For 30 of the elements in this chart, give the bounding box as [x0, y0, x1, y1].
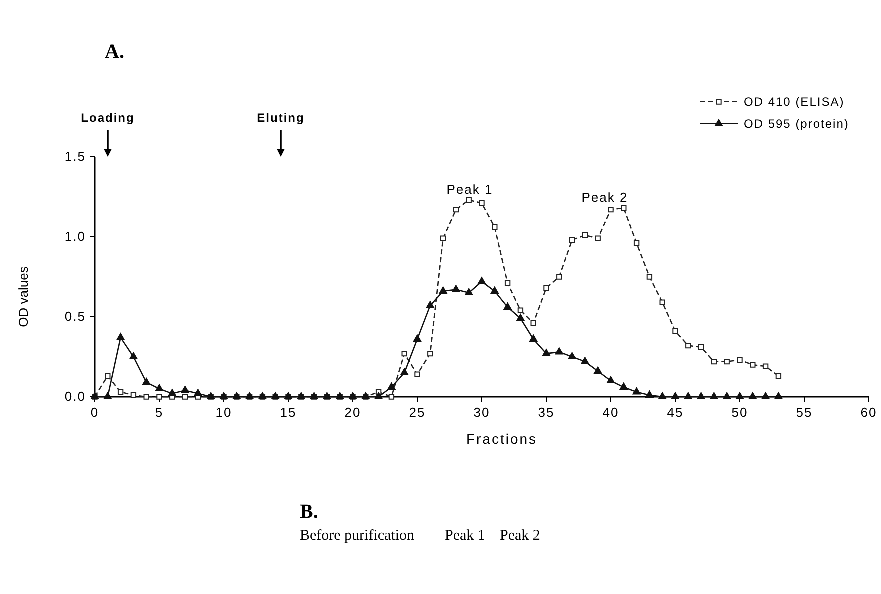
x-tick-label: 25 — [409, 405, 426, 420]
x-tick-label: 55 — [796, 405, 813, 420]
text: B. — [300, 501, 318, 523]
x-tick-label: 30 — [474, 405, 490, 420]
legend-label: OD 410 (ELISA) — [744, 95, 845, 109]
text: Peak 1 — [445, 528, 486, 544]
annotation: Peak 2 — [582, 190, 628, 205]
x-tick-label: 50 — [732, 405, 748, 420]
y-tick-label: 1.5 — [64, 149, 86, 164]
x-tick-label: 15 — [280, 405, 297, 420]
x-tick-label: 45 — [667, 405, 684, 420]
x-axis-title: Fractions — [466, 431, 538, 447]
x-tick-label: 60 — [860, 405, 878, 420]
y-tick-label: 0.5 — [64, 309, 86, 324]
y-axis-title: OD values — [16, 266, 31, 328]
text: Peak 2 — [500, 528, 540, 544]
y-tick-label: 0.0 — [64, 389, 86, 404]
chart-title: A. — [105, 41, 124, 63]
x-tick-label: 5 — [155, 405, 164, 420]
legend-label: OD 595 (protein) — [744, 117, 850, 131]
x-tick-label: 20 — [344, 405, 362, 420]
y-tick-label: 1.0 — [64, 229, 86, 244]
x-tick-label: 40 — [602, 405, 620, 420]
x-tick-label: 10 — [216, 405, 232, 420]
x-tick-label: 0 — [90, 405, 100, 420]
text: Eluting — [257, 111, 305, 125]
x-tick-label: 35 — [538, 405, 555, 420]
text: Before purification — [300, 528, 416, 544]
text: Loading — [81, 111, 135, 125]
annotation: Peak 1 — [446, 182, 494, 197]
